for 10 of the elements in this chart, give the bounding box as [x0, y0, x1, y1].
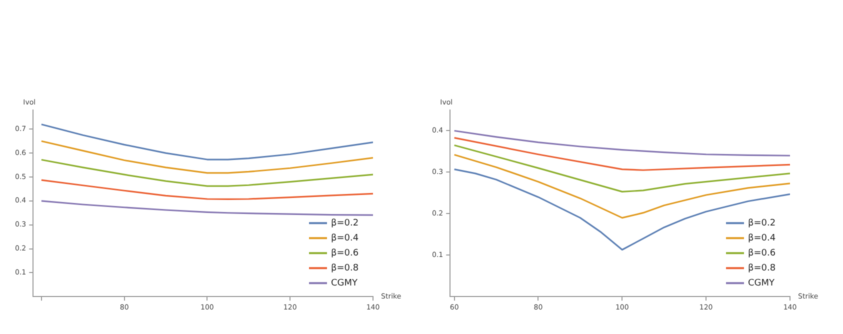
legend-label: CGMY	[331, 278, 358, 288]
legend-label: β=0.2	[748, 218, 776, 228]
legend-label: β=0.4	[331, 233, 359, 244]
legend-label: β=0.6	[331, 248, 359, 258]
legend-label: β=0.4	[748, 233, 776, 244]
legend-label: β=0.2	[331, 218, 359, 228]
legend-label: β=0.6	[748, 248, 776, 258]
legend-label: CGMY	[748, 278, 776, 288]
legend-label: β=0.8	[331, 263, 359, 274]
legend-label: β=0.8	[748, 263, 776, 274]
